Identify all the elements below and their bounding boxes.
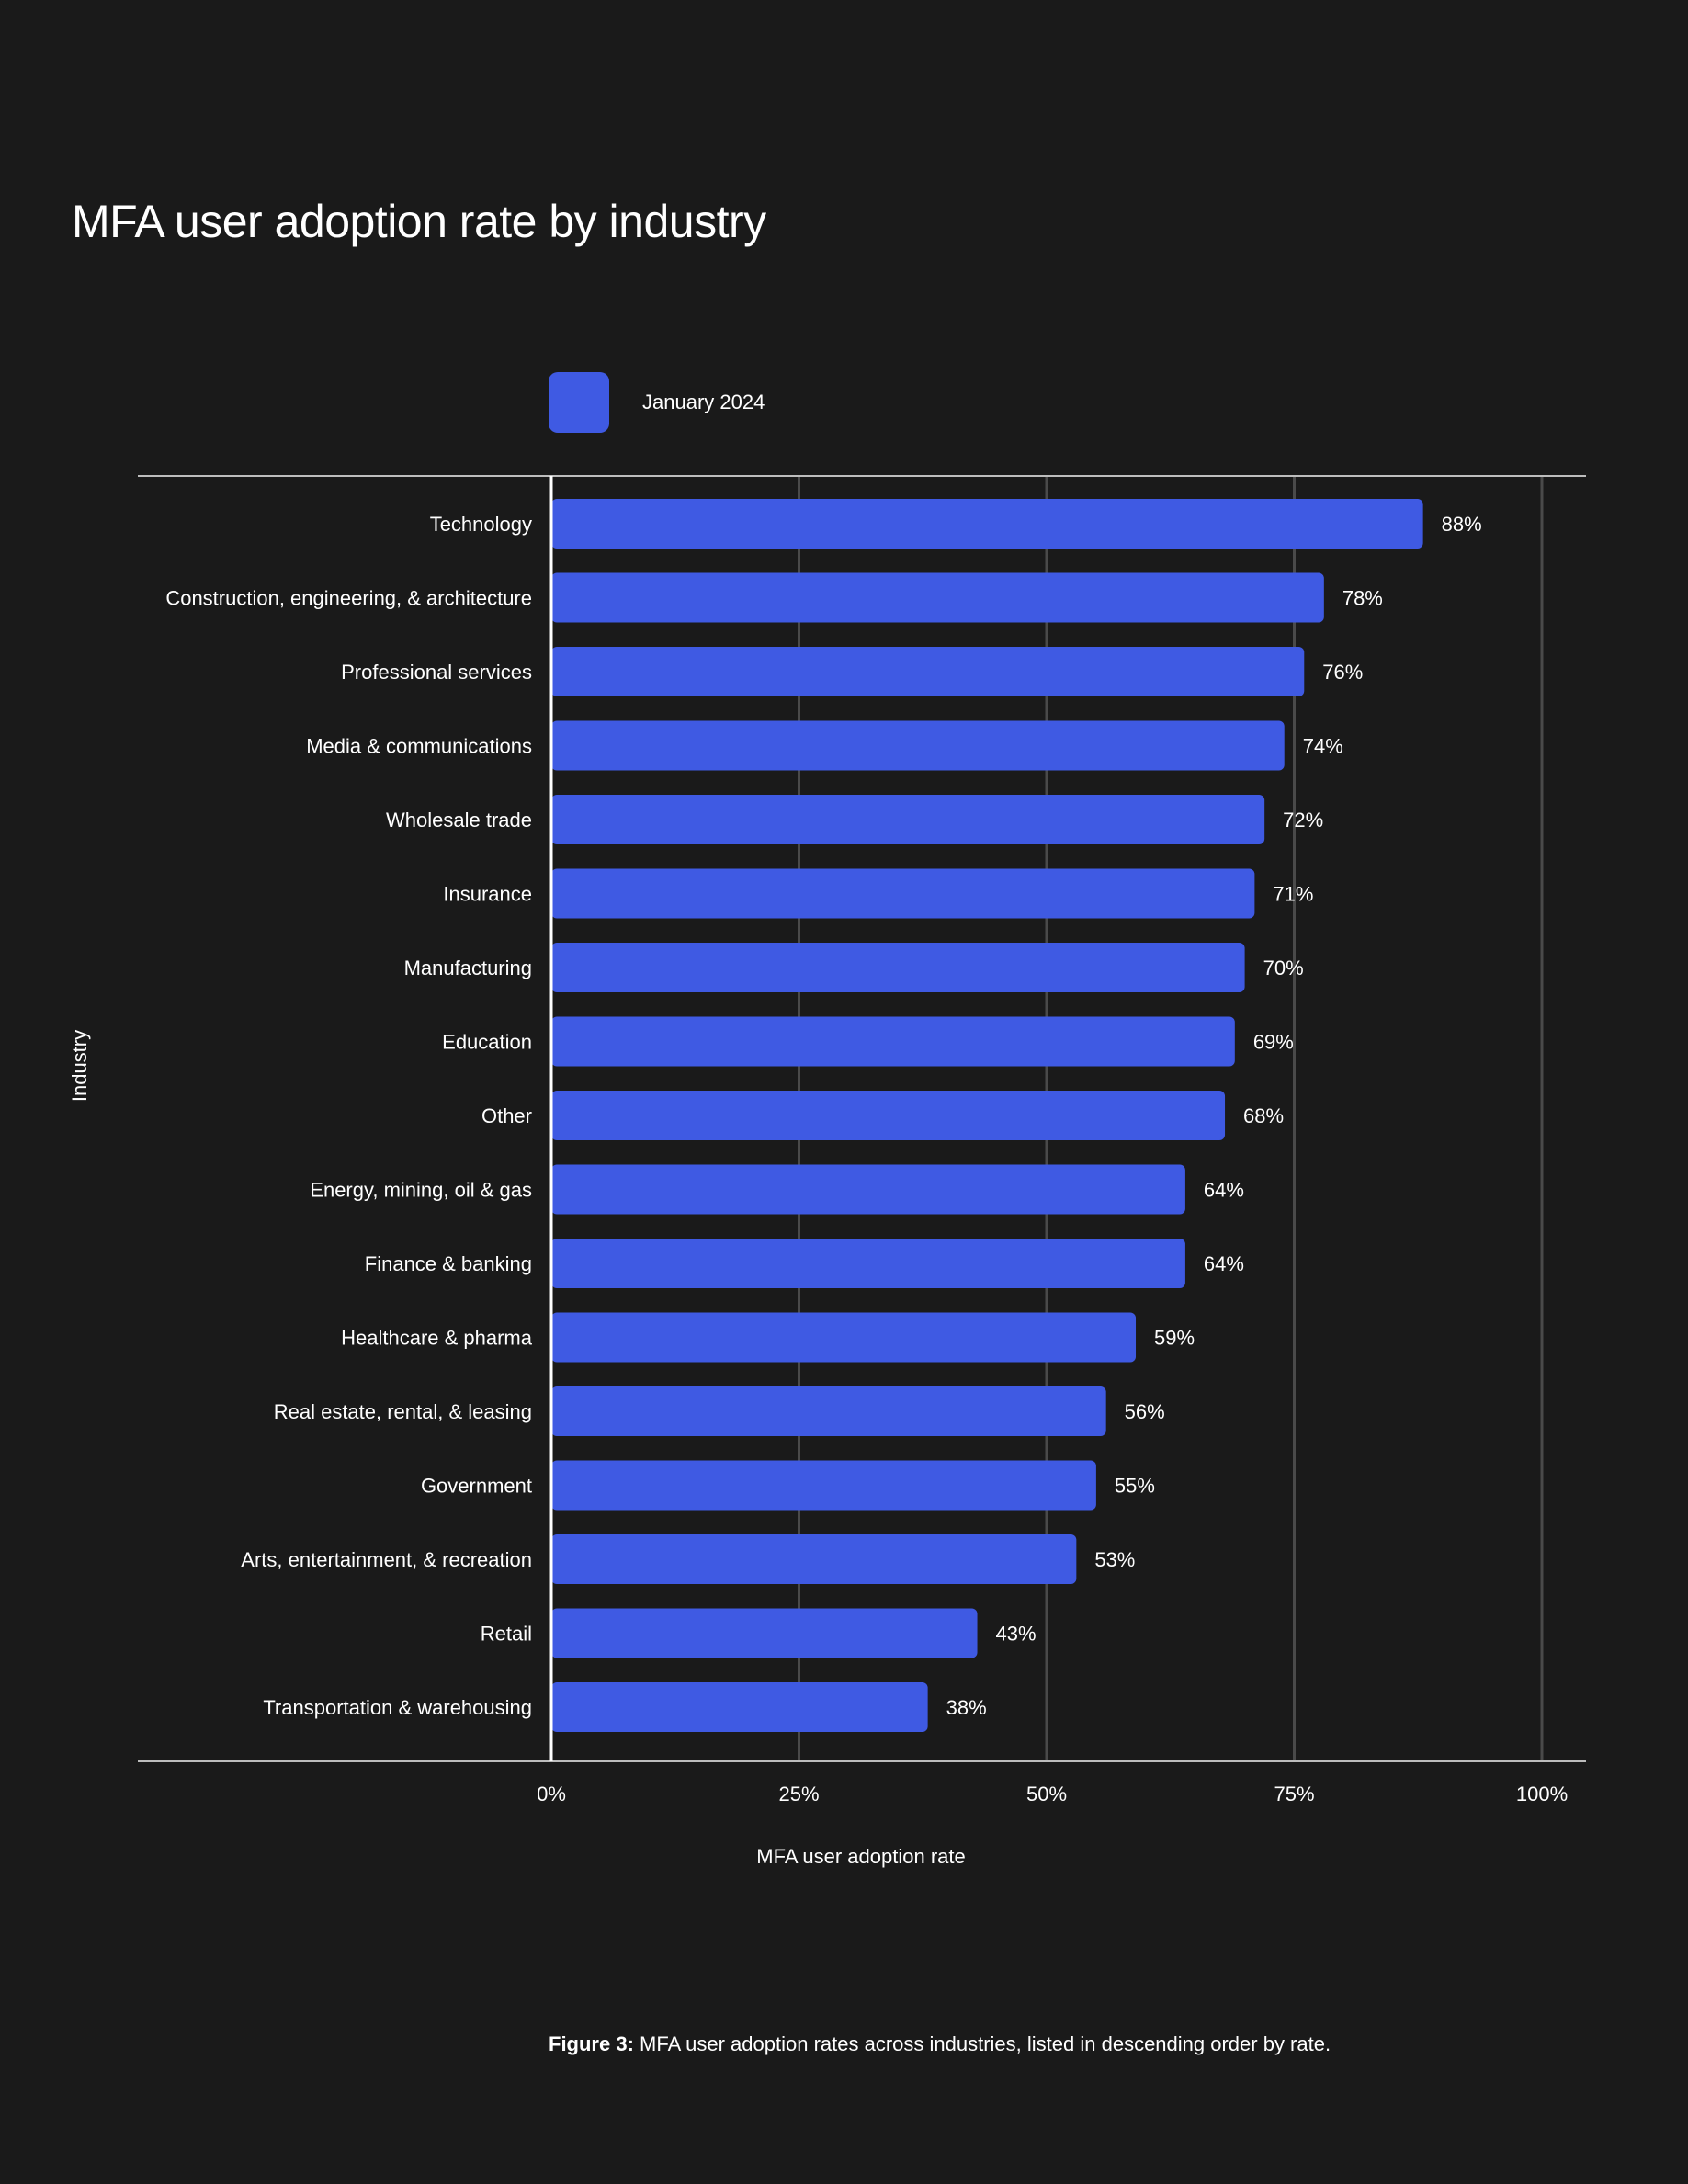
x-tick-label: 75% [1274,1782,1314,1805]
bar [551,943,1245,992]
category-label: Arts, entertainment, & recreation [241,1548,532,1571]
bar [551,499,1423,549]
caption-text: MFA user adoption rates across industrie… [633,2032,1331,2055]
category-label: Insurance [443,883,532,906]
data-label: 56% [1125,1400,1165,1423]
data-label: 38% [946,1696,987,1719]
legend: January 2024 [549,372,765,433]
bar [551,720,1285,771]
x-tick-label: 0% [537,1782,566,1805]
category-label: Education [442,1031,532,1054]
category-label: Finance & banking [365,1252,532,1275]
figure-caption: Figure 3: MFA user adoption rates across… [549,2032,1331,2056]
bar [551,1386,1106,1436]
legend-swatch [549,372,609,433]
bar [551,868,1255,919]
data-label: 64% [1204,1252,1244,1275]
x-tick-label: 25% [778,1782,819,1805]
category-label: Other [481,1104,532,1127]
data-label: 59% [1154,1327,1195,1350]
x-tick-label: 50% [1026,1782,1067,1805]
bar [551,1091,1226,1140]
data-label: 72% [1283,809,1323,832]
caption-label: Figure 3: [549,2032,634,2055]
bar [551,1016,1235,1067]
bar [551,1312,1137,1363]
data-label: 78% [1342,587,1383,610]
category-label: Technology [430,513,532,536]
data-label: 68% [1243,1104,1284,1127]
bar [551,647,1305,696]
bar [551,1239,1185,1288]
bar [551,1534,1077,1584]
data-label: 76% [1322,661,1363,684]
bar [551,1608,978,1658]
data-label: 43% [996,1623,1037,1646]
x-tick-label: 100% [1516,1782,1568,1805]
data-label: 71% [1273,883,1313,906]
category-label: Wholesale trade [386,809,532,832]
bar [551,795,1265,844]
category-label: Media & communications [306,735,532,758]
category-label: Real estate, rental, & leasing [274,1400,532,1423]
category-label: Manufacturing [404,956,532,979]
chart-title: MFA user adoption rate by industry [72,196,766,247]
category-label: Energy, mining, oil & gas [310,1179,532,1202]
category-label: Construction, engineering, & architectur… [165,587,532,610]
category-label: Transportation & warehousing [263,1696,532,1719]
data-label: 55% [1115,1475,1155,1498]
bar [551,1682,928,1732]
category-label: Professional services [341,661,532,684]
data-label: 53% [1094,1548,1135,1571]
y-axis-title: Industry [68,1029,91,1103]
data-label: 69% [1253,1031,1294,1054]
bar [551,1460,1096,1511]
bar [551,1164,1185,1215]
legend-label: January 2024 [642,390,765,413]
x-axis-title: MFA user adoption rate [756,1845,966,1868]
category-label: Retail [481,1623,532,1646]
data-label: 74% [1303,735,1343,758]
data-label: 64% [1204,1179,1244,1202]
data-label: 70% [1263,956,1304,979]
bar [551,572,1324,623]
data-label: 88% [1442,513,1482,536]
category-label: Healthcare & pharma [341,1327,533,1350]
category-label: Government [421,1475,532,1498]
